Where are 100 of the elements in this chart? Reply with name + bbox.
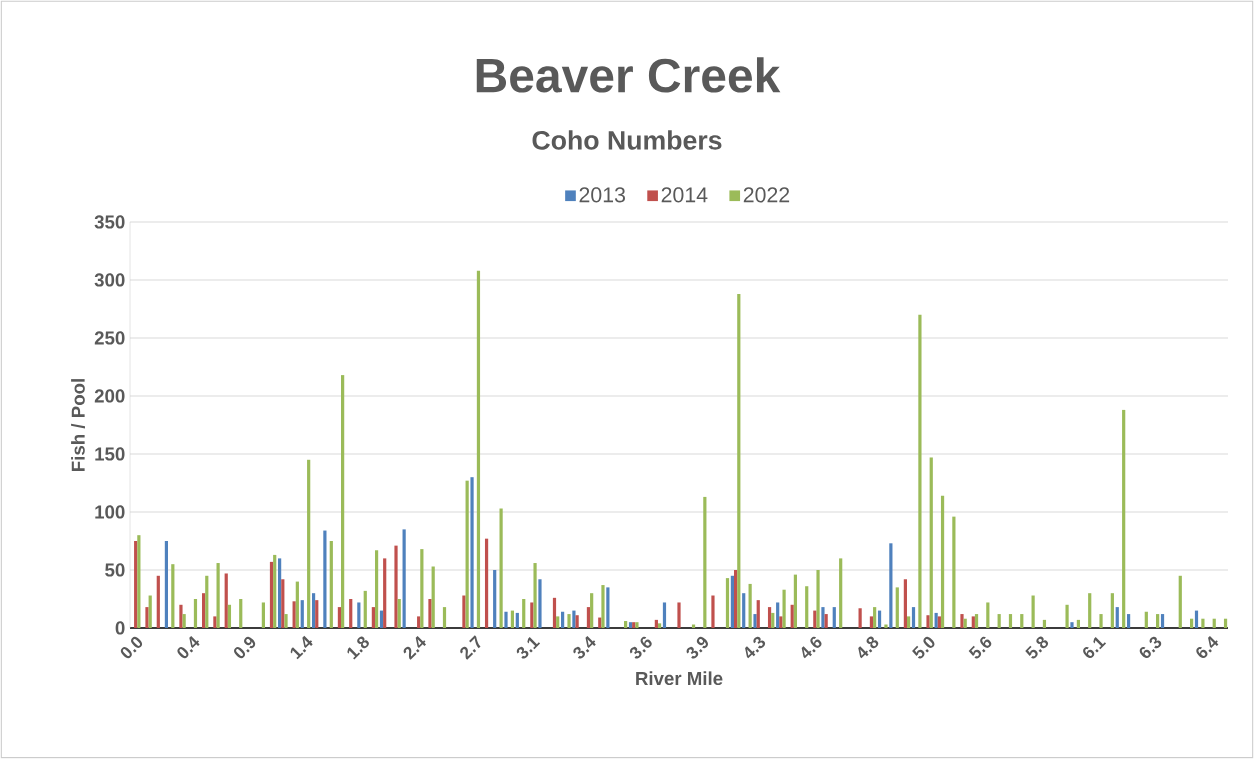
bar	[877, 610, 882, 628]
bar	[374, 550, 379, 628]
bar	[873, 607, 877, 628]
bar	[499, 508, 503, 628]
x-tick-label: 3.1	[516, 637, 541, 659]
bar	[281, 579, 285, 628]
bar	[889, 543, 893, 628]
bar	[1065, 604, 1069, 628]
bar	[974, 614, 979, 628]
bar	[756, 600, 760, 628]
bar	[476, 270, 481, 628]
bar	[1115, 607, 1119, 628]
bar	[711, 595, 715, 628]
bar	[371, 607, 375, 628]
bar	[538, 579, 542, 628]
x-tick-label: 1.8	[347, 636, 369, 660]
bar	[832, 607, 836, 628]
bar	[420, 549, 424, 628]
bar	[1156, 614, 1160, 628]
bar	[971, 616, 975, 628]
bar	[323, 530, 327, 628]
y-tick-label: 350	[94, 215, 125, 229]
bar	[295, 581, 299, 628]
bar	[816, 569, 820, 628]
bar	[510, 610, 515, 628]
bar	[903, 579, 907, 628]
chart-title: Beaver Creek	[476, 57, 781, 93]
bar	[379, 610, 384, 628]
bar	[561, 611, 565, 628]
x-tick-label: 4.6	[801, 636, 822, 659]
bar	[654, 619, 658, 628]
bar	[960, 614, 964, 628]
x-tick-label: 0.4	[177, 635, 200, 659]
bar	[556, 616, 560, 628]
bar	[284, 614, 288, 628]
bar	[586, 607, 591, 628]
y-axis-title: Fish / Pool	[71, 379, 85, 471]
bar	[213, 616, 217, 628]
bar	[895, 587, 899, 628]
bar	[907, 616, 911, 628]
bar	[273, 554, 277, 628]
bar	[572, 610, 576, 628]
bar	[884, 624, 888, 628]
bar	[918, 314, 922, 628]
bar	[462, 595, 466, 628]
bar	[300, 600, 304, 628]
x-tick-label: 6.3	[1139, 636, 1162, 659]
bar	[657, 623, 662, 628]
chart-subtitle: Coho Numbers	[532, 130, 722, 150]
y-tick-label: 0	[115, 621, 125, 635]
bar	[937, 616, 941, 628]
bar	[530, 602, 534, 628]
bar	[677, 602, 681, 628]
x-tick-label: 5.6	[968, 636, 992, 659]
bar	[522, 598, 526, 628]
bar	[216, 563, 220, 628]
bar	[590, 593, 594, 628]
bar	[227, 604, 232, 628]
bar	[394, 545, 398, 628]
legend-label: 2022	[743, 187, 790, 203]
x-tick-label: 0.0	[120, 636, 143, 659]
bar	[771, 612, 775, 628]
bar	[205, 575, 209, 628]
x-tick-label: 0.9	[234, 636, 256, 659]
y-tick-label: 300	[94, 273, 125, 287]
bar	[926, 615, 930, 628]
bar	[575, 615, 579, 628]
bar	[839, 558, 843, 628]
y-tick-label: 150	[95, 447, 125, 461]
bar	[869, 616, 874, 628]
bar	[793, 574, 798, 628]
bar	[311, 593, 316, 628]
y-tick-label: 200	[94, 389, 125, 403]
bar	[790, 604, 794, 628]
bar	[606, 587, 610, 628]
bar	[776, 602, 780, 628]
bar	[753, 614, 757, 628]
bar	[1070, 622, 1074, 628]
bar	[624, 621, 628, 628]
y-tick-label: 50	[105, 563, 125, 577]
bar	[1008, 614, 1013, 628]
bar	[417, 616, 421, 628]
x-tick-label: 5.8	[1025, 636, 1049, 659]
x-tick-label: 3.4	[573, 635, 596, 659]
bar	[1076, 619, 1080, 628]
bar	[1201, 618, 1205, 628]
y-tick-label: 100	[95, 505, 125, 519]
bar	[292, 601, 296, 628]
x-tick-label: 6.4	[1196, 635, 1219, 659]
bar	[402, 529, 406, 628]
x-tick-label: 2.4	[403, 635, 427, 660]
bar	[601, 585, 605, 628]
bar	[164, 540, 169, 628]
x-tick-label: 2.7	[460, 635, 481, 660]
bar	[1160, 614, 1165, 628]
bar	[929, 457, 933, 628]
bar	[341, 375, 345, 628]
bar	[1126, 614, 1131, 628]
x-tick-label: 3.9	[686, 636, 708, 659]
bar	[428, 598, 432, 628]
